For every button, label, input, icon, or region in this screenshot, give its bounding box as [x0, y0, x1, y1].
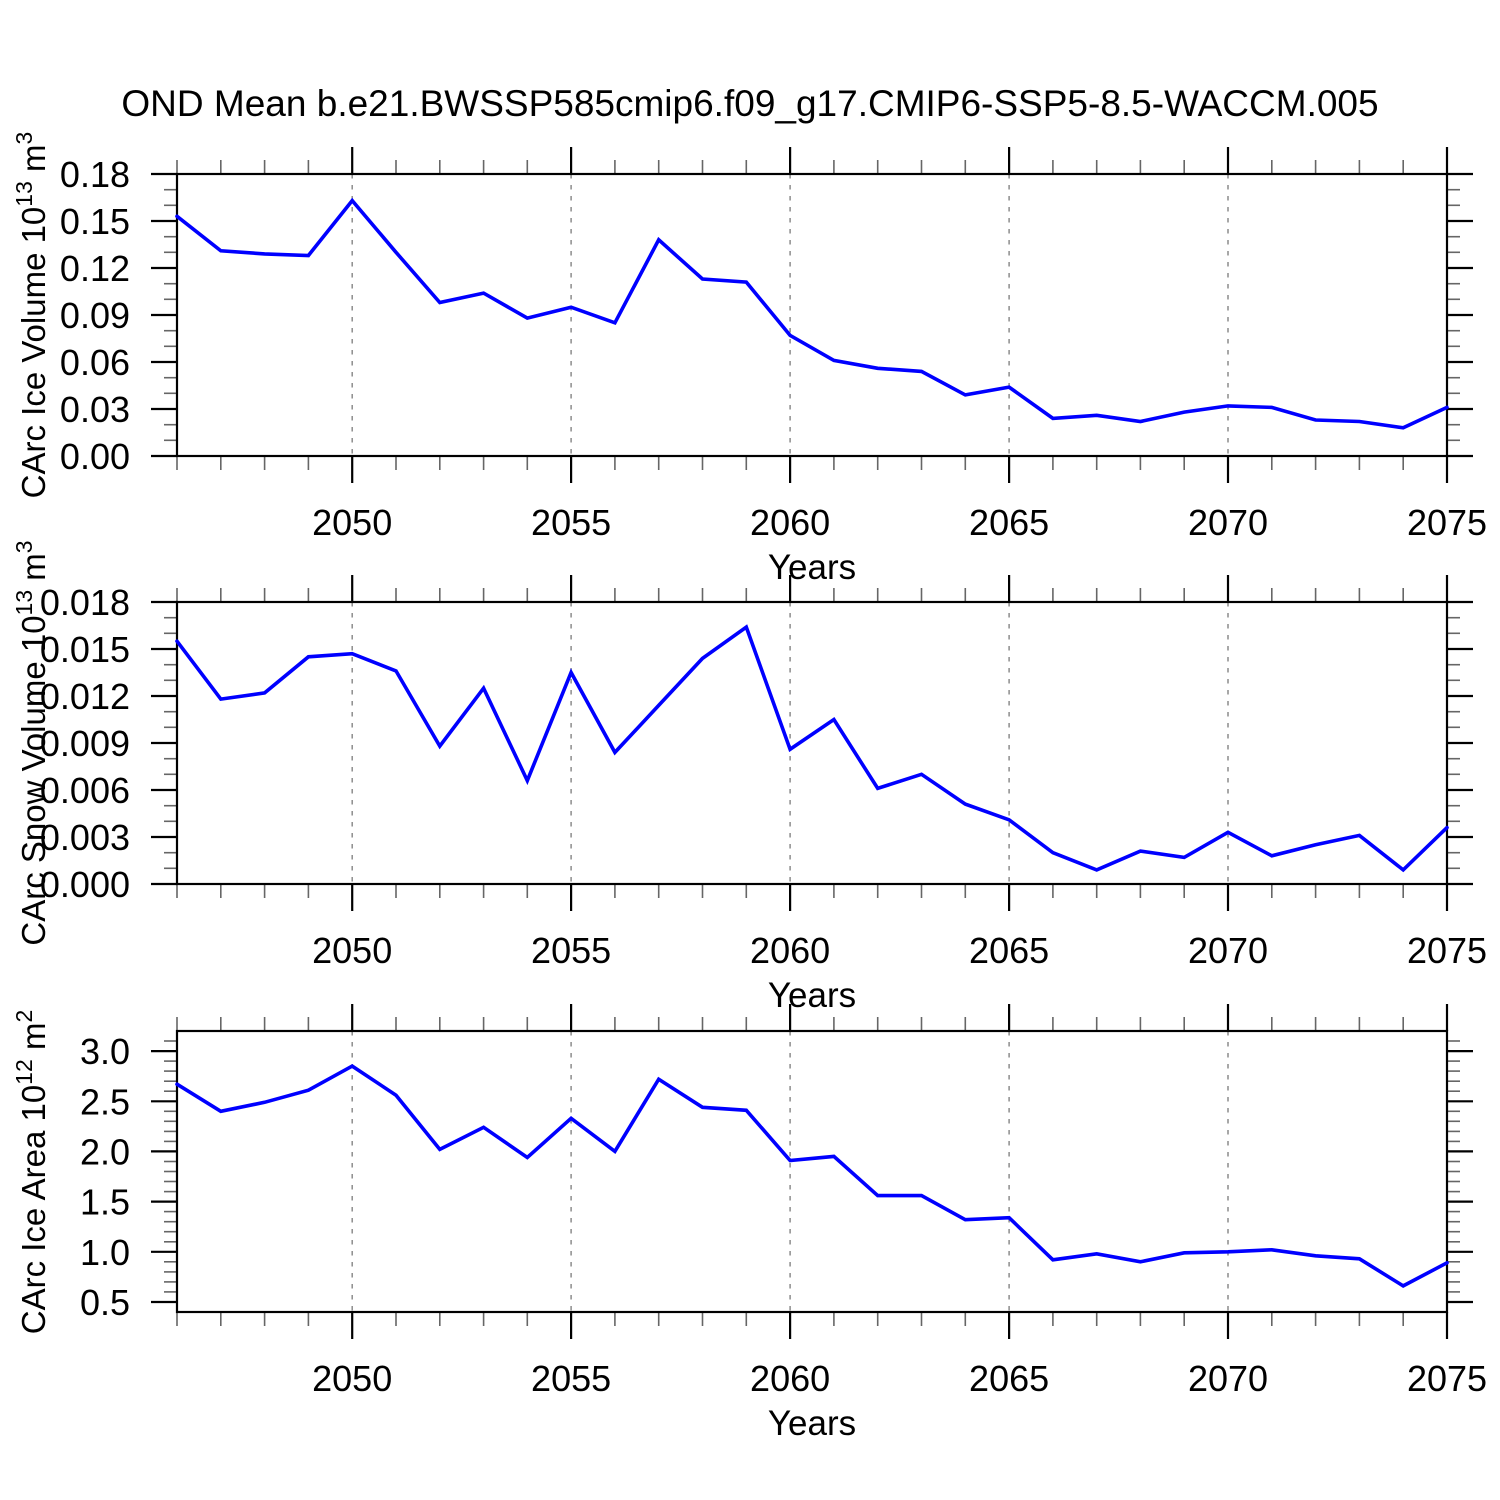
- y-tick-label: 1.0: [80, 1232, 130, 1273]
- y-tick-label: 0.15: [60, 201, 130, 242]
- x-tick-label: 2065: [969, 502, 1049, 543]
- x-tick-label: 2055: [531, 1358, 611, 1399]
- x-tick-label: 2070: [1188, 930, 1268, 971]
- y-tick-labels: 0.00 0.03 0.06 0.09 0.12 0.15 0.18: [60, 154, 130, 477]
- ice-area-line: [175, 1063, 1449, 1288]
- plot-frame: [175, 1029, 1449, 1314]
- y-ticks: [151, 600, 1473, 886]
- y-tick-label: 0.009: [40, 723, 130, 764]
- gridlines: [351, 1031, 1229, 1312]
- plot-frame: [175, 600, 1449, 886]
- y-tick-label: 0.18: [60, 154, 130, 195]
- x-tick-label: 2075: [1407, 502, 1487, 543]
- y-tick-label: 0.006: [40, 770, 130, 811]
- plot-frame: [175, 172, 1449, 458]
- y-tick-label: 0.015: [40, 629, 130, 670]
- x-tick-label: 2050: [312, 1358, 392, 1399]
- x-tick-label: 2065: [969, 1358, 1049, 1399]
- y-ticks: [151, 1040, 1473, 1304]
- y-tick-label: 0.003: [40, 817, 130, 858]
- y-tick-label: 0.06: [60, 342, 130, 383]
- x-tick-label: 2060: [750, 1358, 830, 1399]
- y-tick-label: 0.09: [60, 295, 130, 336]
- y-tick-label: 0.00: [60, 436, 130, 477]
- ice-volume-line: [175, 197, 1449, 430]
- x-tick-label: 2060: [750, 502, 830, 543]
- x-tick-label: 2055: [531, 502, 611, 543]
- x-tick-label: 2075: [1407, 1358, 1487, 1399]
- x-ticks: [176, 575, 1449, 911]
- y-axis-title: CArc Snow Volume 1013 m3: [11, 540, 52, 945]
- x-tick-labels: 2050 2055 2060 2065 2070 2075: [312, 502, 1487, 543]
- x-axis-title: Years: [768, 548, 856, 587]
- y-axis-title: CArc Ice Area 1012 m2: [11, 1010, 52, 1335]
- y-tick-label: 0.03: [60, 389, 130, 430]
- x-tick-label: 2060: [750, 930, 830, 971]
- x-tick-labels: 2050 2055 2060 2065 2070 2075: [312, 930, 1487, 971]
- x-tick-label: 2075: [1407, 930, 1487, 971]
- gridlines: [351, 174, 1229, 456]
- y-tick-label: 3.0: [80, 1031, 130, 1072]
- x-axis-title: Years: [768, 1404, 856, 1443]
- figure-title: OND Mean b.e21.BWSSP585cmip6.f09_g17.CMI…: [121, 83, 1379, 124]
- x-tick-label: 2070: [1188, 1358, 1268, 1399]
- y-tick-label: 2.0: [80, 1131, 130, 1172]
- y-tick-labels: 0.5 1.0 1.5 2.0 2.5 3.0: [80, 1031, 130, 1323]
- x-tick-label: 2050: [312, 502, 392, 543]
- y-tick-label: 0.12: [60, 248, 130, 289]
- x-tick-labels: 2050 2055 2060 2065 2070 2075: [312, 1358, 1487, 1399]
- x-ticks: [176, 1004, 1449, 1339]
- y-ticks: [151, 172, 1473, 458]
- x-tick-label: 2050: [312, 930, 392, 971]
- y-axis-title: CArc Ice Volume 1013 m3: [11, 132, 52, 499]
- y-tick-label: 2.5: [80, 1081, 130, 1122]
- x-tick-label: 2070: [1188, 502, 1268, 543]
- y-tick-label: 0.012: [40, 676, 130, 717]
- x-tick-label: 2065: [969, 930, 1049, 971]
- gridlines: [351, 602, 1229, 884]
- snow-volume-line: [175, 624, 1449, 873]
- y-tick-label: 0.000: [40, 864, 130, 905]
- y-tick-label: 1.5: [80, 1182, 130, 1223]
- x-tick-label: 2055: [531, 930, 611, 971]
- y-tick-label: 0.5: [80, 1282, 130, 1323]
- x-ticks: [176, 147, 1449, 483]
- y-tick-labels: 0.000 0.003 0.006 0.009 0.012 0.015 0.018: [40, 582, 130, 905]
- y-tick-label: 0.018: [40, 582, 130, 623]
- x-axis-title: Years: [768, 976, 856, 1015]
